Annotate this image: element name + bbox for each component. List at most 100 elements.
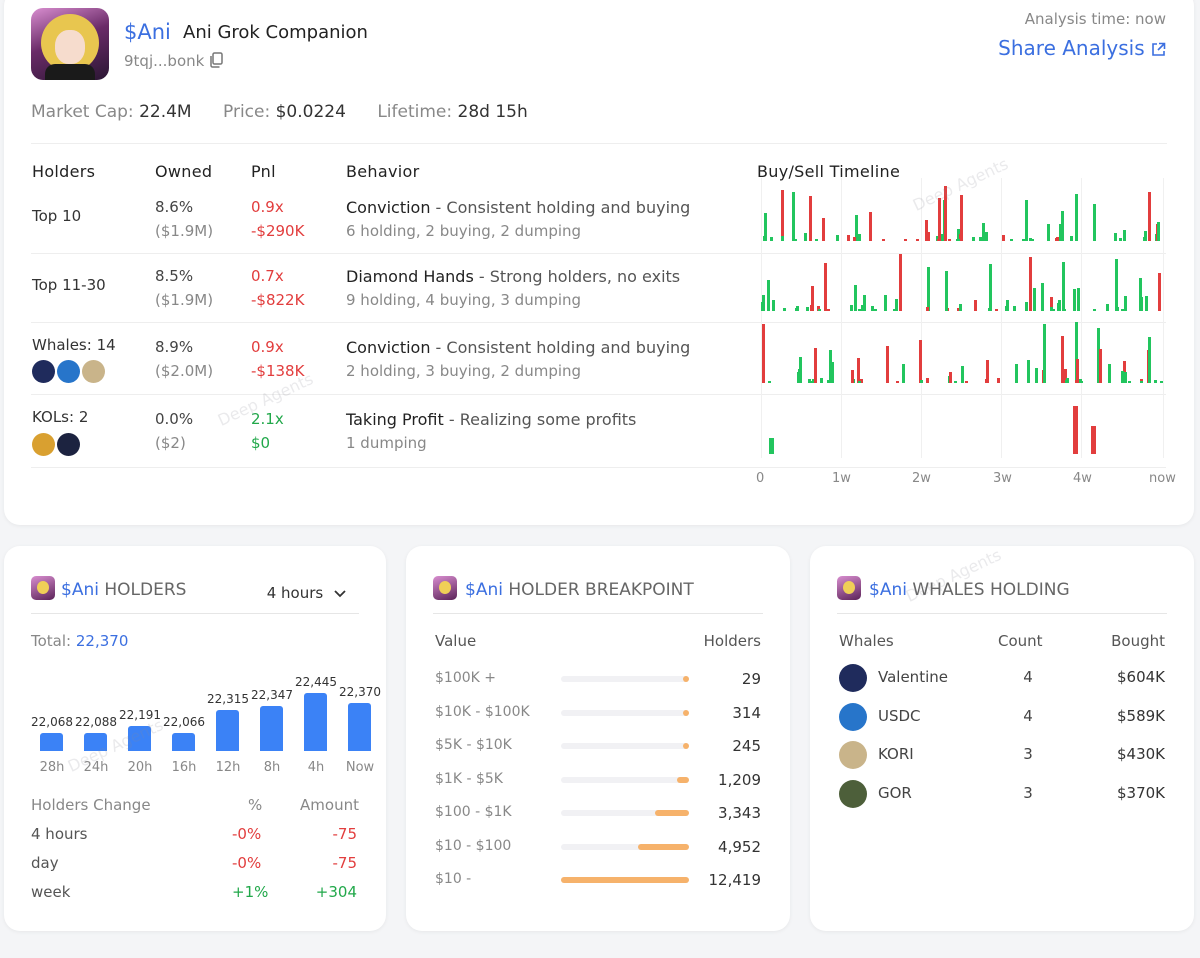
change-pct: -0% <box>232 854 262 872</box>
row-top11-30-owned-usd: ($1.9M) <box>155 291 214 309</box>
market-cap-value: 22.4M <box>139 102 192 122</box>
timeline-tick-0: 0 <box>756 471 765 486</box>
buy-sell-timeline <box>761 178 1165 458</box>
timeline-spike <box>925 220 928 241</box>
token-ticker: $Ani <box>124 20 171 44</box>
timeline-spike <box>1063 308 1066 311</box>
timeline-spike <box>808 379 811 383</box>
breakpoint-bar-track <box>561 743 689 749</box>
price-label: Price: <box>223 102 271 122</box>
header-owned: Owned <box>155 162 213 181</box>
row-divider <box>31 253 1166 254</box>
timeline-spike <box>820 378 823 383</box>
whale-avatar[interactable] <box>839 702 867 731</box>
period-value[interactable]: 4 hours <box>266 584 324 602</box>
timeline-spike <box>1041 282 1044 311</box>
timeline-spike <box>810 380 813 383</box>
header-holders: Holders <box>32 162 96 181</box>
holders-bar <box>216 709 239 751</box>
change-amount: -75 <box>332 825 358 843</box>
breakpoint-header-holders: Holders <box>703 632 761 650</box>
whale-bought: $604K <box>1116 668 1165 686</box>
kol-avatar-2[interactable] <box>57 433 80 456</box>
timeline-spike <box>1077 288 1080 311</box>
timeline-spike <box>1116 306 1119 311</box>
breakpoint-bar-fill <box>637 843 689 850</box>
timeline-tick-1w: 1w <box>832 471 851 486</box>
timeline-spike <box>854 285 857 311</box>
kol-avatar-1[interactable] <box>32 433 55 456</box>
holders-bar <box>128 726 151 751</box>
timeline-spike <box>1115 258 1118 311</box>
valentine-avatar[interactable] <box>32 360 55 383</box>
timeline-spike <box>1140 381 1143 383</box>
breakpoint-bar-track <box>561 810 689 816</box>
market-stats: Market Cap: 22.4M Price: $0.0224 Lifetim… <box>31 102 554 122</box>
change-period: week <box>31 883 71 901</box>
timeline-spike <box>974 300 977 311</box>
breakpoint-header-value: Value <box>435 632 477 650</box>
holders-bar-category: 28h <box>39 760 65 775</box>
copy-icon[interactable] <box>209 52 223 68</box>
breakpoint-bar-fill <box>676 776 689 783</box>
whale-avatar[interactable] <box>839 779 867 808</box>
timeline-spike <box>804 232 807 241</box>
timeline-spike <box>767 280 770 311</box>
breakpoint-bar-track <box>561 776 689 783</box>
change-amount: -75 <box>332 854 358 872</box>
timeline-spike <box>814 347 817 383</box>
breakpoint-holders: 29 <box>741 670 761 688</box>
row-top10-pnl-usd: -$290K <box>251 222 305 240</box>
timeline-spike <box>831 362 834 383</box>
holders-bar-category: 20h <box>127 760 153 775</box>
breakpoint-range: $1K - $5K <box>435 770 503 787</box>
whale-name: Valentine <box>878 668 948 686</box>
timeline-spike <box>1119 237 1122 241</box>
divider <box>31 613 359 614</box>
timeline-spike <box>893 308 896 311</box>
holders-bar <box>84 733 107 751</box>
lifetime-value: 28d 15h <box>457 102 528 122</box>
period-dropdown[interactable]: 4 hours <box>267 584 346 602</box>
timeline-spike <box>989 264 992 311</box>
change-header-amount: Amount <box>300 796 359 814</box>
timeline-spike <box>869 212 872 241</box>
row-top10-detail: 6 holding, 2 buying, 2 dumping <box>346 222 582 240</box>
timeline-spike <box>762 294 765 311</box>
row-kols-detail: 1 dumping <box>346 434 427 452</box>
share-label[interactable]: Share Analysis <box>998 36 1145 60</box>
breakpoint-holders: 3,343 <box>718 804 761 822</box>
timeline-spike <box>1140 296 1143 311</box>
divider <box>31 143 1167 144</box>
holders-bar <box>304 692 327 751</box>
timeline-spike <box>811 286 814 311</box>
timeline-spike <box>1123 230 1126 241</box>
row-whales-owned: 8.9% <box>155 338 194 356</box>
timeline-spike <box>799 356 802 383</box>
timeline-spike <box>1080 380 1083 383</box>
timeline-spike <box>1050 296 1053 311</box>
holders-bar-category: 12h <box>215 760 241 775</box>
whale-avatar[interactable] <box>839 664 867 692</box>
timeline-spike <box>949 371 952 383</box>
whale-bought: $370K <box>1116 783 1165 802</box>
whale-avatar[interactable] <box>839 741 867 769</box>
kol-avatars <box>32 433 82 456</box>
breakpoint-range: $5K - $10K <box>435 737 512 753</box>
timeline-spike <box>986 359 989 383</box>
timeline-spike <box>822 218 825 241</box>
timeline-spike <box>1124 371 1127 383</box>
breakpoint-range: $10K - $100K <box>435 703 530 720</box>
whale-count: 4 <box>1023 706 1033 725</box>
timeline-spike <box>957 308 960 311</box>
breakpoint-range: $100K + <box>435 670 496 686</box>
timeline-spike <box>1025 302 1028 311</box>
holders-card: $Ani HOLDERS 4 hours Total: 22,370 22,06… <box>4 546 386 931</box>
whale-name: USDC <box>878 706 921 725</box>
share-analysis-link[interactable]: Share Analysis <box>998 36 1166 60</box>
timeline-spike <box>1157 222 1160 241</box>
kori-avatar[interactable] <box>82 360 105 383</box>
timeline-spike <box>772 299 775 311</box>
timeline-spike <box>997 378 1000 383</box>
usdc-avatar[interactable] <box>57 360 80 383</box>
